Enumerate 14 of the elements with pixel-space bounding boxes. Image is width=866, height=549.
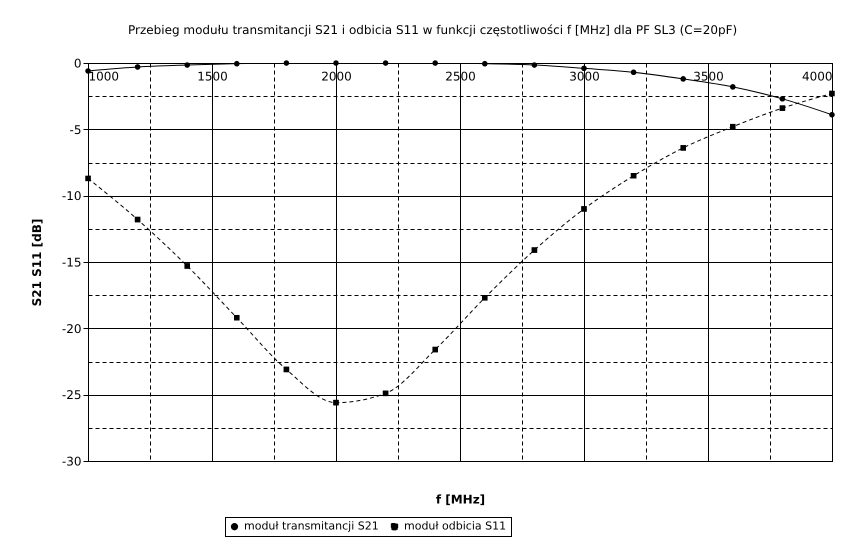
y-tick-label: -20 [62,322,82,336]
y-tick-label: -10 [62,189,82,204]
y-tick-label: 0 [74,56,82,70]
y-tick-label: -15 [62,256,82,270]
legend-label: moduł transmitancji S21 [244,520,379,533]
chart-title: Przebieg modułu transmitancji S21 i odbicia S11 w funkcji częstotliwości f [MHz] dla PF SL3 (C=20pF) [128,23,738,37]
x-axis-title: f [MHz] [436,492,486,506]
x-tick-label: 4000 [802,70,832,84]
legend-label: moduł odbicia S11 [404,520,506,533]
y-axis-title: S21 S11 [dB] [30,218,44,306]
y-tick-label: -5 [70,122,82,137]
y-tick-label: -25 [62,388,82,402]
x-tick-label: 1000 [88,70,120,84]
y-tick-label: -30 [62,454,82,468]
